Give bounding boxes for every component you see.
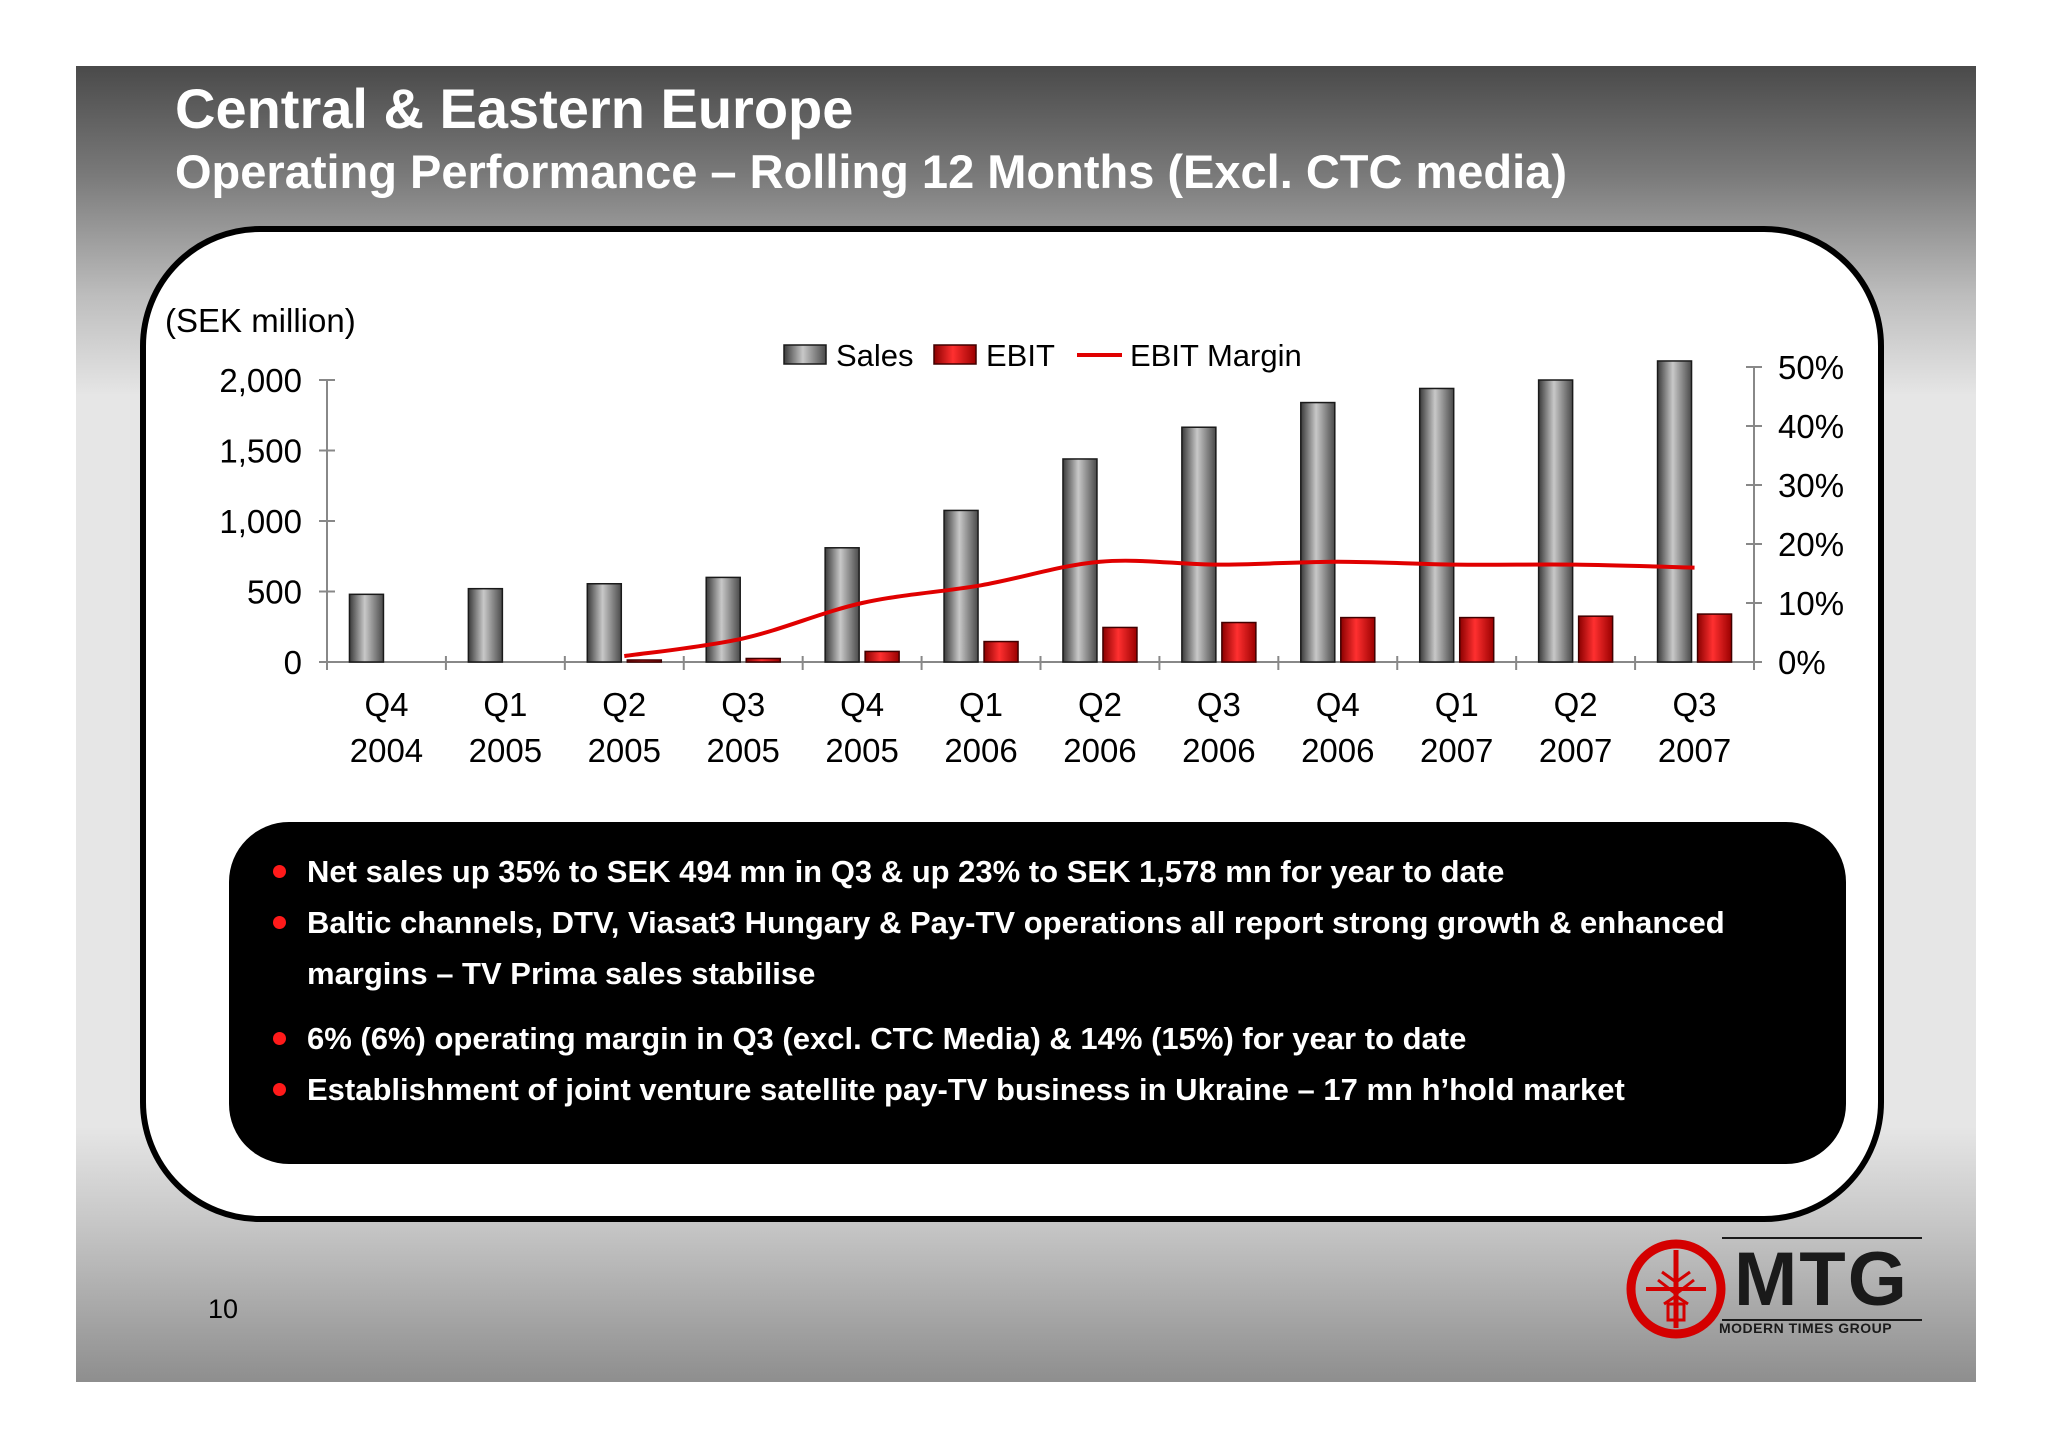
bar-ebit [983,640,1019,663]
x-tick-label-year: 2004 [350,732,423,769]
bar-ebit [1340,616,1376,663]
x-tick-label-quarter: Q3 [1673,686,1717,723]
x-tick-label-year: 2007 [1539,732,1612,769]
note-text: 6% (6%) operating margin in Q3 (excl. CT… [307,1021,1467,1056]
y-right-tick-label: 40% [1778,408,1844,445]
bar-sales [1537,379,1574,663]
bar-ebit [1458,616,1495,663]
logo-wordmark: MTG [1734,1237,1909,1322]
note-item: 6% (6%) operating margin in Q3 (excl. CT… [273,1013,1786,1064]
note-item: Net sales up 35% to SEK 494 mn in Q3 & u… [273,846,1786,897]
x-tick-label-quarter: Q1 [1435,686,1479,723]
x-tick-label-year: 2006 [1063,732,1136,769]
bar-sales [1181,426,1217,663]
x-tick-label-year: 2005 [706,732,779,769]
x-tick-label-year: 2005 [825,732,898,769]
note-item: Baltic channels, DTV, Viasat3 Hungary & … [273,897,1786,999]
bar-ebit [1577,615,1614,663]
x-tick-label-year: 2006 [1301,732,1374,769]
x-tick-label-quarter: Q1 [483,686,527,723]
bar-sales [467,587,504,663]
y-left-tick-label: 0 [284,644,302,681]
x-tick-label-quarter: Q4 [840,686,884,723]
slide: Central & Eastern Europe Operating Perfo… [76,66,1976,1382]
bar-ebit [1696,613,1733,663]
bar-sales [1656,360,1693,663]
x-tick-label-year: 2007 [1658,732,1731,769]
bullet-dot-icon [273,1083,286,1096]
bar-ebit [864,650,900,663]
note-text: Net sales up 35% to SEK 494 mn in Q3 & u… [307,854,1505,889]
bullet-dot-icon [273,916,286,929]
bar-ebit [1102,626,1138,663]
y-right-tick-label: 0% [1778,644,1826,681]
x-tick-label-quarter: Q4 [1316,686,1360,723]
bar-ebit [745,657,781,663]
note-text: Establishment of joint venture satellite… [307,1072,1625,1107]
y-right-tick-label: 20% [1778,526,1844,563]
x-tick-label-quarter: Q1 [959,686,1003,723]
bar-sales [1418,387,1455,663]
bar-sales [348,593,385,663]
y-left-tick-label: 2,000 [219,362,302,399]
x-tick-label-quarter: Q2 [1554,686,1598,723]
legend-swatch-sales [783,344,827,365]
y-right-tick-label: 30% [1778,467,1844,504]
x-tick-label-year: 2006 [944,732,1017,769]
chart: 0 500 1,000 1,500 2,000 0% 10% 20% 30% 40% 50% Q4 20… [219,338,1844,769]
x-tick-label-year: 2007 [1420,732,1493,769]
x-tick-label-quarter: Q2 [602,686,646,723]
bullet-dot-icon [273,1032,286,1045]
notes-box: Net sales up 35% to SEK 494 mn in Q3 & u… [229,822,1846,1164]
x-tick-label-year: 2006 [1182,732,1255,769]
line-ebit-margin [623,558,1695,659]
bar-sales [586,582,623,663]
bar-sales [705,576,741,663]
x-tick-label-quarter: Q3 [721,686,765,723]
legend-swatch-ebit [933,344,977,365]
x-tick-label-year: 2005 [469,732,542,769]
legend-label-sales: Sales [836,338,914,373]
slide-subtitle: Operating Performance – Rolling 12 Month… [175,145,1567,198]
bar-ebit [626,659,663,663]
legend-label-ebit: EBIT [986,338,1055,373]
mtg-logo-icon [1626,1237,1922,1339]
y-right-tick-label: 50% [1778,349,1844,386]
bar-sales [1300,401,1336,663]
x-tick-label-year: 2005 [588,732,661,769]
y-axis-unit-label: (SEK million) [165,302,356,339]
y-left-tick-label: 1,000 [219,503,302,540]
legend-label-margin: EBIT Margin [1130,338,1302,373]
page-number: 10 [208,1294,239,1324]
bar-sales [1062,458,1098,663]
x-tick-label-quarter: Q3 [1197,686,1241,723]
x-tick-label-quarter: Q4 [364,686,408,723]
y-right-tick-label: 10% [1778,585,1844,622]
bar-ebit [1221,621,1257,663]
legend: Sales EBIT EBIT Margin [783,338,1302,373]
logo-tagline: MODERN TIMES GROUP [1719,1320,1893,1336]
y-left-tick-label: 1,500 [219,433,302,470]
bar-sales [943,509,979,663]
note-item: Establishment of joint venture satellite… [273,1064,1786,1115]
note-text: Baltic channels, DTV, Viasat3 Hungary & … [307,905,1725,991]
bullet-dot-icon [273,865,286,878]
x-tick-label-quarter: Q2 [1078,686,1122,723]
slide-title: Central & Eastern Europe [175,77,854,140]
y-left-tick-label: 500 [247,574,302,611]
